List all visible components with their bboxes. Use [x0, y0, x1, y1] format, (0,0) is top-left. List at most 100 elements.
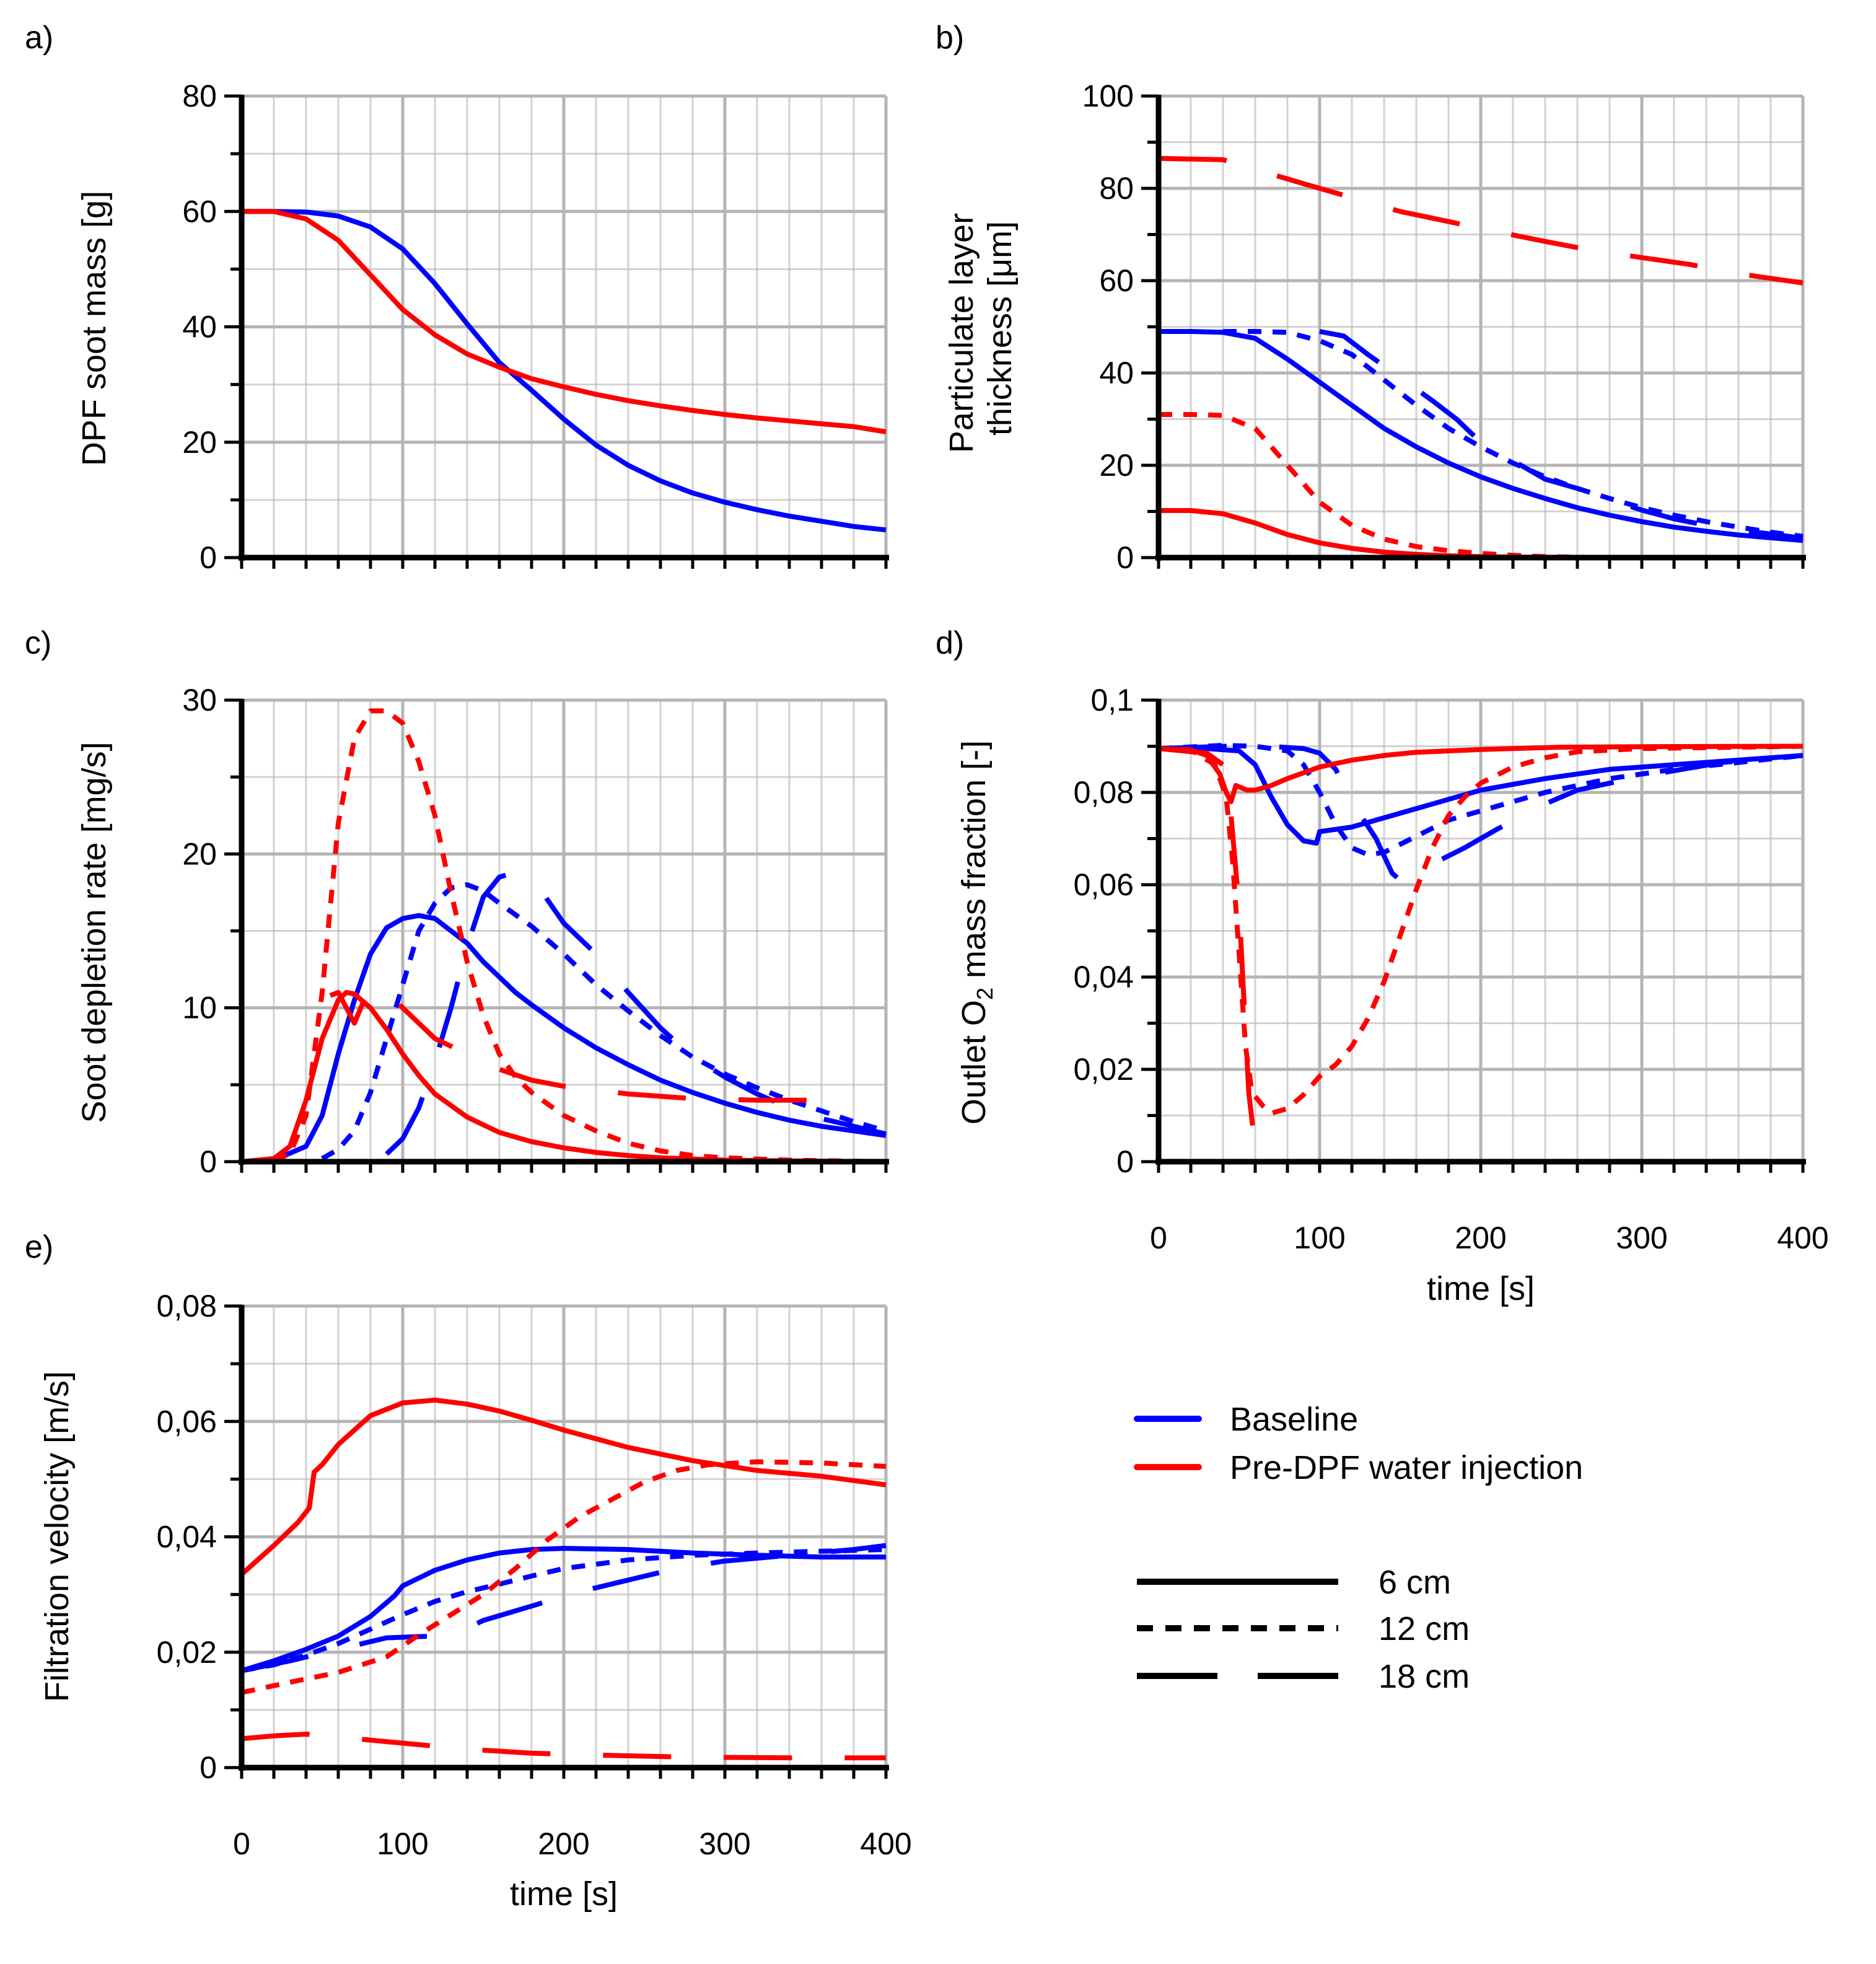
- panel-e-grid: [242, 1304, 888, 1768]
- y-tick-label: 0,04: [157, 1520, 217, 1554]
- series-line-pre-dpf-water-injection-12-cm: [241, 1459, 887, 1695]
- x-tick-label: 300: [699, 1826, 750, 1861]
- series-line-baseline-12-cm: [241, 1547, 887, 1673]
- y-tick-label: 0,08: [1074, 775, 1134, 810]
- x-tick-label: 200: [538, 1826, 589, 1861]
- legend-label-12cm: 12 cm: [1379, 1610, 1470, 1647]
- panel-label-d: d): [936, 625, 964, 661]
- series-line-baseline-18-cm: [241, 1543, 887, 1673]
- panel-d-y-axis-title-part-1: Outlet O: [955, 1000, 993, 1124]
- series-line-pre-dpf-water-injection-12-cm: [273, 708, 887, 1164]
- panel-d-axes: [1141, 698, 1806, 1173]
- legend-entry-12cm: 12 cm: [1137, 1610, 1470, 1647]
- y-tick-label: 80: [182, 79, 217, 113]
- y-tick-label: 0,06: [157, 1404, 217, 1439]
- panel-d-y-axis-title-subscript: 2: [972, 988, 997, 1000]
- legend-label-6cm: 6 cm: [1379, 1564, 1451, 1601]
- panel-d-x-axis-title: time [s]: [1427, 1270, 1535, 1307]
- panel-a-axes: [224, 94, 889, 569]
- y-tick-label: 60: [182, 194, 217, 229]
- legend-entry-water-injection: Pre-DPF water injection: [1134, 1449, 1583, 1486]
- series-line-baseline-12-cm: [1158, 743, 1804, 857]
- y-tick-label: 20: [182, 425, 217, 460]
- panel-a-y-axis-title-line: DPF soot mass [g]: [76, 191, 113, 466]
- panel-d-series: [1158, 743, 1804, 1164]
- panel-a-grid: [242, 94, 888, 558]
- y-tick-label: 0,1: [1090, 683, 1134, 717]
- series-line-pre-dpf-water-injection-6-cm: [240, 1397, 887, 1576]
- y-tick-label: 0: [1116, 1144, 1134, 1179]
- y-tick-label: 0: [199, 1750, 217, 1785]
- panel-b-y-ticks: 0 20 40 60 80 100: [1082, 79, 1134, 575]
- panel-label-e: e): [25, 1229, 53, 1265]
- panel-b-grid: [1159, 94, 1805, 558]
- series-line-baseline-6-cm: [240, 1546, 886, 1673]
- panel-c-grid: [242, 698, 888, 1162]
- y-tick-label: 0: [1116, 540, 1134, 575]
- series-line-baseline-6-cm: [1159, 746, 1804, 846]
- series-line-pre-dpf-water-injection-6-cm: [242, 209, 887, 434]
- legend: Baseline Pre-DPF water injection 6 cm 12…: [1134, 1401, 1583, 1695]
- y-tick-label: 40: [182, 310, 217, 344]
- panel-label-c: c): [25, 625, 51, 661]
- x-tick-label: 100: [377, 1826, 428, 1861]
- y-tick-label: 0,02: [1074, 1052, 1134, 1087]
- y-tick-label: 100: [1082, 79, 1134, 113]
- panel-d-y-ticks: 0 0,02 0,04 0,06 0,08 0,1: [1074, 683, 1134, 1179]
- series-line-baseline-6-cm: [1159, 329, 1804, 543]
- panel-e-x-ticks: 0 100 200 300 400: [233, 1826, 912, 1861]
- y-tick-label: 0,04: [1074, 960, 1134, 994]
- legend-entry-18cm: 18 cm: [1137, 1658, 1470, 1695]
- chart-panel-d: d) 0 0,02 0,04 0,06 0,08 0,1 0 100 200 300 400 Ou…: [936, 625, 1829, 1307]
- y-tick-label: 60: [1099, 263, 1134, 298]
- panel-c-y-axis-title: Soot depletion rate [mg/s]: [76, 742, 113, 1123]
- series-line-baseline-18-cm: [1319, 329, 1804, 541]
- legend-label-baseline: Baseline: [1230, 1401, 1358, 1438]
- panel-a-y-axis-title: DPF soot mass [g]: [76, 191, 113, 466]
- x-tick-label: 400: [1777, 1221, 1828, 1255]
- chart-panel-b: b) 0 20 40 60 80 100 Particulate layer thickn…: [936, 20, 1806, 575]
- panel-b-y-axis-title: Particulate layer thickness [μm]: [943, 204, 1019, 453]
- series-line-pre-dpf-water-injection-12-cm: [1158, 743, 1804, 1116]
- x-tick-label: 100: [1294, 1221, 1345, 1255]
- panel-e-x-axis-title: time [s]: [510, 1875, 618, 1913]
- series-line-pre-dpf-water-injection-6-cm: [241, 989, 887, 1164]
- y-tick-label: 80: [1099, 171, 1134, 206]
- y-tick-label: 0,06: [1074, 867, 1134, 902]
- panel-e-y-axis-title-line: Filtration velocity [m/s]: [38, 1371, 76, 1702]
- legend-entry-baseline: Baseline: [1134, 1401, 1358, 1438]
- chart-panel-a: a) 0 20 40 60 80 DPF soot mass [g]: [25, 20, 889, 575]
- panel-c-y-axis-title-line: Soot depletion rate [mg/s]: [76, 742, 113, 1123]
- x-tick-label: 300: [1616, 1221, 1667, 1255]
- y-tick-label: 30: [182, 683, 217, 717]
- panel-b-y-axis-title-line-1: Particulate layer: [943, 213, 980, 453]
- series-line-baseline-6-cm: [241, 913, 887, 1164]
- panel-b-y-axis-title-line-2: thickness [μm]: [981, 221, 1019, 436]
- panel-c-y-ticks: 0 10 20 30: [182, 683, 217, 1179]
- panel-d-y-axis-title-part-2: mass fraction [-]: [955, 740, 993, 988]
- y-tick-label: 10: [182, 991, 217, 1025]
- y-tick-label: 0: [199, 540, 217, 575]
- panel-b-axes: [1141, 94, 1806, 569]
- panel-c-series: [241, 708, 887, 1164]
- x-tick-label: 0: [1150, 1221, 1167, 1255]
- series-line-baseline-12-cm: [1223, 329, 1804, 539]
- panel-a-series: [242, 209, 887, 533]
- series-line-baseline-18-cm: [1158, 743, 1804, 883]
- x-tick-label: 400: [860, 1826, 911, 1861]
- panel-a-y-ticks: 0 20 40 60 80: [182, 79, 217, 575]
- panel-d-x-ticks: 0 100 200 300 400: [1150, 1221, 1829, 1255]
- chart-panel-c: c) 0 10 20 30 Soot depletion rate [mg/s]: [25, 625, 889, 1179]
- y-tick-label: 0,08: [157, 1289, 217, 1323]
- y-tick-label: 40: [1099, 356, 1134, 390]
- panel-e-y-ticks: 0 0,02 0,04 0,06 0,08: [157, 1289, 217, 1785]
- legend-label-water-injection: Pre-DPF water injection: [1230, 1449, 1583, 1486]
- x-tick-label: 0: [233, 1826, 250, 1861]
- panel-label-b: b): [936, 20, 964, 56]
- panel-e-axes: [224, 1304, 889, 1779]
- series-line-pre-dpf-water-injection-18-cm: [241, 1732, 886, 1761]
- series-line-baseline-6-cm: [242, 209, 887, 533]
- panel-label-a: a): [25, 20, 53, 56]
- legend-label-18cm: 18 cm: [1379, 1658, 1470, 1695]
